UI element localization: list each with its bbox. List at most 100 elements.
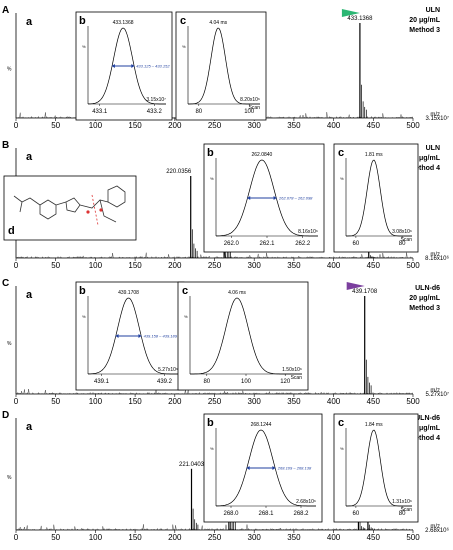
x-tick-label: 450 <box>367 121 381 130</box>
arrow-head-left-icon <box>115 334 119 338</box>
inset-intensity: 1.31x10⁶ <box>392 499 412 505</box>
inset-y-label: % <box>184 314 188 319</box>
inset-tick-label: 262.0 <box>224 241 240 247</box>
x-tick-label: 50 <box>51 397 60 406</box>
pyrrole-ring-icon <box>65 197 81 213</box>
inset-peak-trace <box>216 429 316 507</box>
inset-peak-trace <box>346 159 412 237</box>
x-tick-label: 250 <box>208 121 222 130</box>
x-tick-label: 150 <box>128 261 142 270</box>
structure-letter: d <box>8 225 15 237</box>
x-tick-label: 200 <box>168 397 182 406</box>
inset-apex-label: 1.84 ms <box>365 422 383 428</box>
cleavage-line <box>91 194 99 226</box>
inset-intensity: 2.68x10⁶ <box>296 499 316 505</box>
x-tick-label: 250 <box>208 397 222 406</box>
peak-label: 433.1368 <box>347 16 373 22</box>
peak-label: 439.1708 <box>352 289 378 295</box>
inset-y-label: % <box>182 44 186 49</box>
x-tick-label: 400 <box>327 261 341 270</box>
x-tick-label: 500 <box>406 121 420 130</box>
panel-letter: A <box>2 5 9 16</box>
inset-intensity: 8.20x10⁶ <box>240 97 260 103</box>
inset-intensity: 3.08x10⁶ <box>392 229 412 235</box>
inset-letter: b <box>79 285 86 297</box>
sample-title: ULN-d6 <box>415 415 440 422</box>
x-tick-label: 450 <box>367 261 381 270</box>
x-tick-label: 50 <box>51 261 60 270</box>
x-tick-label: 200 <box>168 533 182 542</box>
x-tick-label: 0 <box>14 397 19 406</box>
inset-tick-label: 80 <box>399 511 406 517</box>
sample-concentration: 20 μg/mL <box>409 295 440 302</box>
y-axis-label: % <box>7 475 12 481</box>
inset-tick-label: 433.2 <box>147 109 163 115</box>
sample-method: Method 3 <box>409 27 440 34</box>
cleavage-dot-icon <box>86 210 90 214</box>
x-axis-label: m/z <box>430 388 440 394</box>
inset-apex-label: 262.0840 <box>251 152 272 158</box>
inset-tick-label: 80 <box>195 109 202 115</box>
inset-tick-label: 80 <box>399 241 406 247</box>
inset-tick-label: 433.1 <box>92 109 108 115</box>
x-tick-label: 100 <box>89 533 103 542</box>
arrow-head-right-icon <box>138 334 142 338</box>
sample-method: Method 4 <box>409 165 440 172</box>
baseline-noise <box>15 252 413 259</box>
sample-concentration: 20 μg/mL <box>409 155 440 162</box>
panel-letter: D <box>2 410 9 421</box>
inset-y-label: % <box>82 44 86 49</box>
inset-apex-label: 4.06 ms <box>228 290 246 296</box>
panel-letter: B <box>2 140 9 151</box>
inset-letter: b <box>207 417 214 429</box>
structure-box <box>3 175 137 241</box>
x-tick-label: 150 <box>128 397 142 406</box>
baseline-noise <box>15 388 414 395</box>
x-tick-label: 100 <box>89 261 103 270</box>
arrow-head-right-icon <box>272 466 276 470</box>
inset-y-label: % <box>340 446 344 451</box>
inset-intensity: 8.16x10⁶ <box>298 229 318 235</box>
x-tick-label: 0 <box>14 121 19 130</box>
x-tick-label: 450 <box>367 397 381 406</box>
inset-y-label: % <box>82 314 86 319</box>
x-tick-label: 500 <box>406 261 420 270</box>
inset-tick-label: 80 <box>203 379 210 385</box>
inset-tick-label: 262.2 <box>295 241 311 247</box>
inset-apex-label: 4.04 ms <box>209 20 227 26</box>
inset-apex-label: 433.1368 <box>113 20 134 26</box>
x-axis-label: m/z <box>430 252 440 258</box>
mass-range-label: 439.158 – 439.189 <box>144 334 178 339</box>
inset-y-label: % <box>210 176 214 181</box>
sample-title: ULN-d6 <box>415 285 440 292</box>
mass-range-label: 268.109 – 268.138 <box>277 466 312 471</box>
x-tick-label: 400 <box>327 397 341 406</box>
inset-tick-label: 60 <box>353 241 360 247</box>
inset-letter: c <box>338 417 344 429</box>
x-tick-label: 0 <box>14 261 19 270</box>
inset-tick-label: 268.1 <box>258 511 274 517</box>
inset-x-label: Scan <box>401 237 413 243</box>
x-tick-label: 250 <box>208 533 222 542</box>
x-tick-label: 400 <box>327 121 341 130</box>
x-axis-label: m/z <box>430 112 440 118</box>
cleavage-dot-icon <box>99 208 103 212</box>
inset-letter: c <box>180 15 186 27</box>
x-tick-label: 350 <box>287 533 301 542</box>
mass-range-label: 433.125 – 433.152 <box>136 64 170 69</box>
sample-concentration: 20 μg/mL <box>409 425 440 432</box>
x-tick-label: 300 <box>248 121 262 130</box>
main-intensity: 2.68x10⁶ <box>425 527 449 534</box>
inset-peak-trace <box>190 297 302 375</box>
x-tick-label: 300 <box>248 261 262 270</box>
inset-box <box>177 281 309 391</box>
x-tick-label: 250 <box>208 261 222 270</box>
x-tick-label: 300 <box>248 397 262 406</box>
main-intensity: 8.16x10⁶ <box>425 255 449 262</box>
sample-title: ULN <box>426 145 440 152</box>
inset-tick-label: 120 <box>280 379 291 385</box>
inset-tick-label: 60 <box>353 511 360 517</box>
mass-range-label: 262.078 – 262.098 <box>278 196 313 201</box>
inset-tick-label: 100 <box>244 109 255 115</box>
